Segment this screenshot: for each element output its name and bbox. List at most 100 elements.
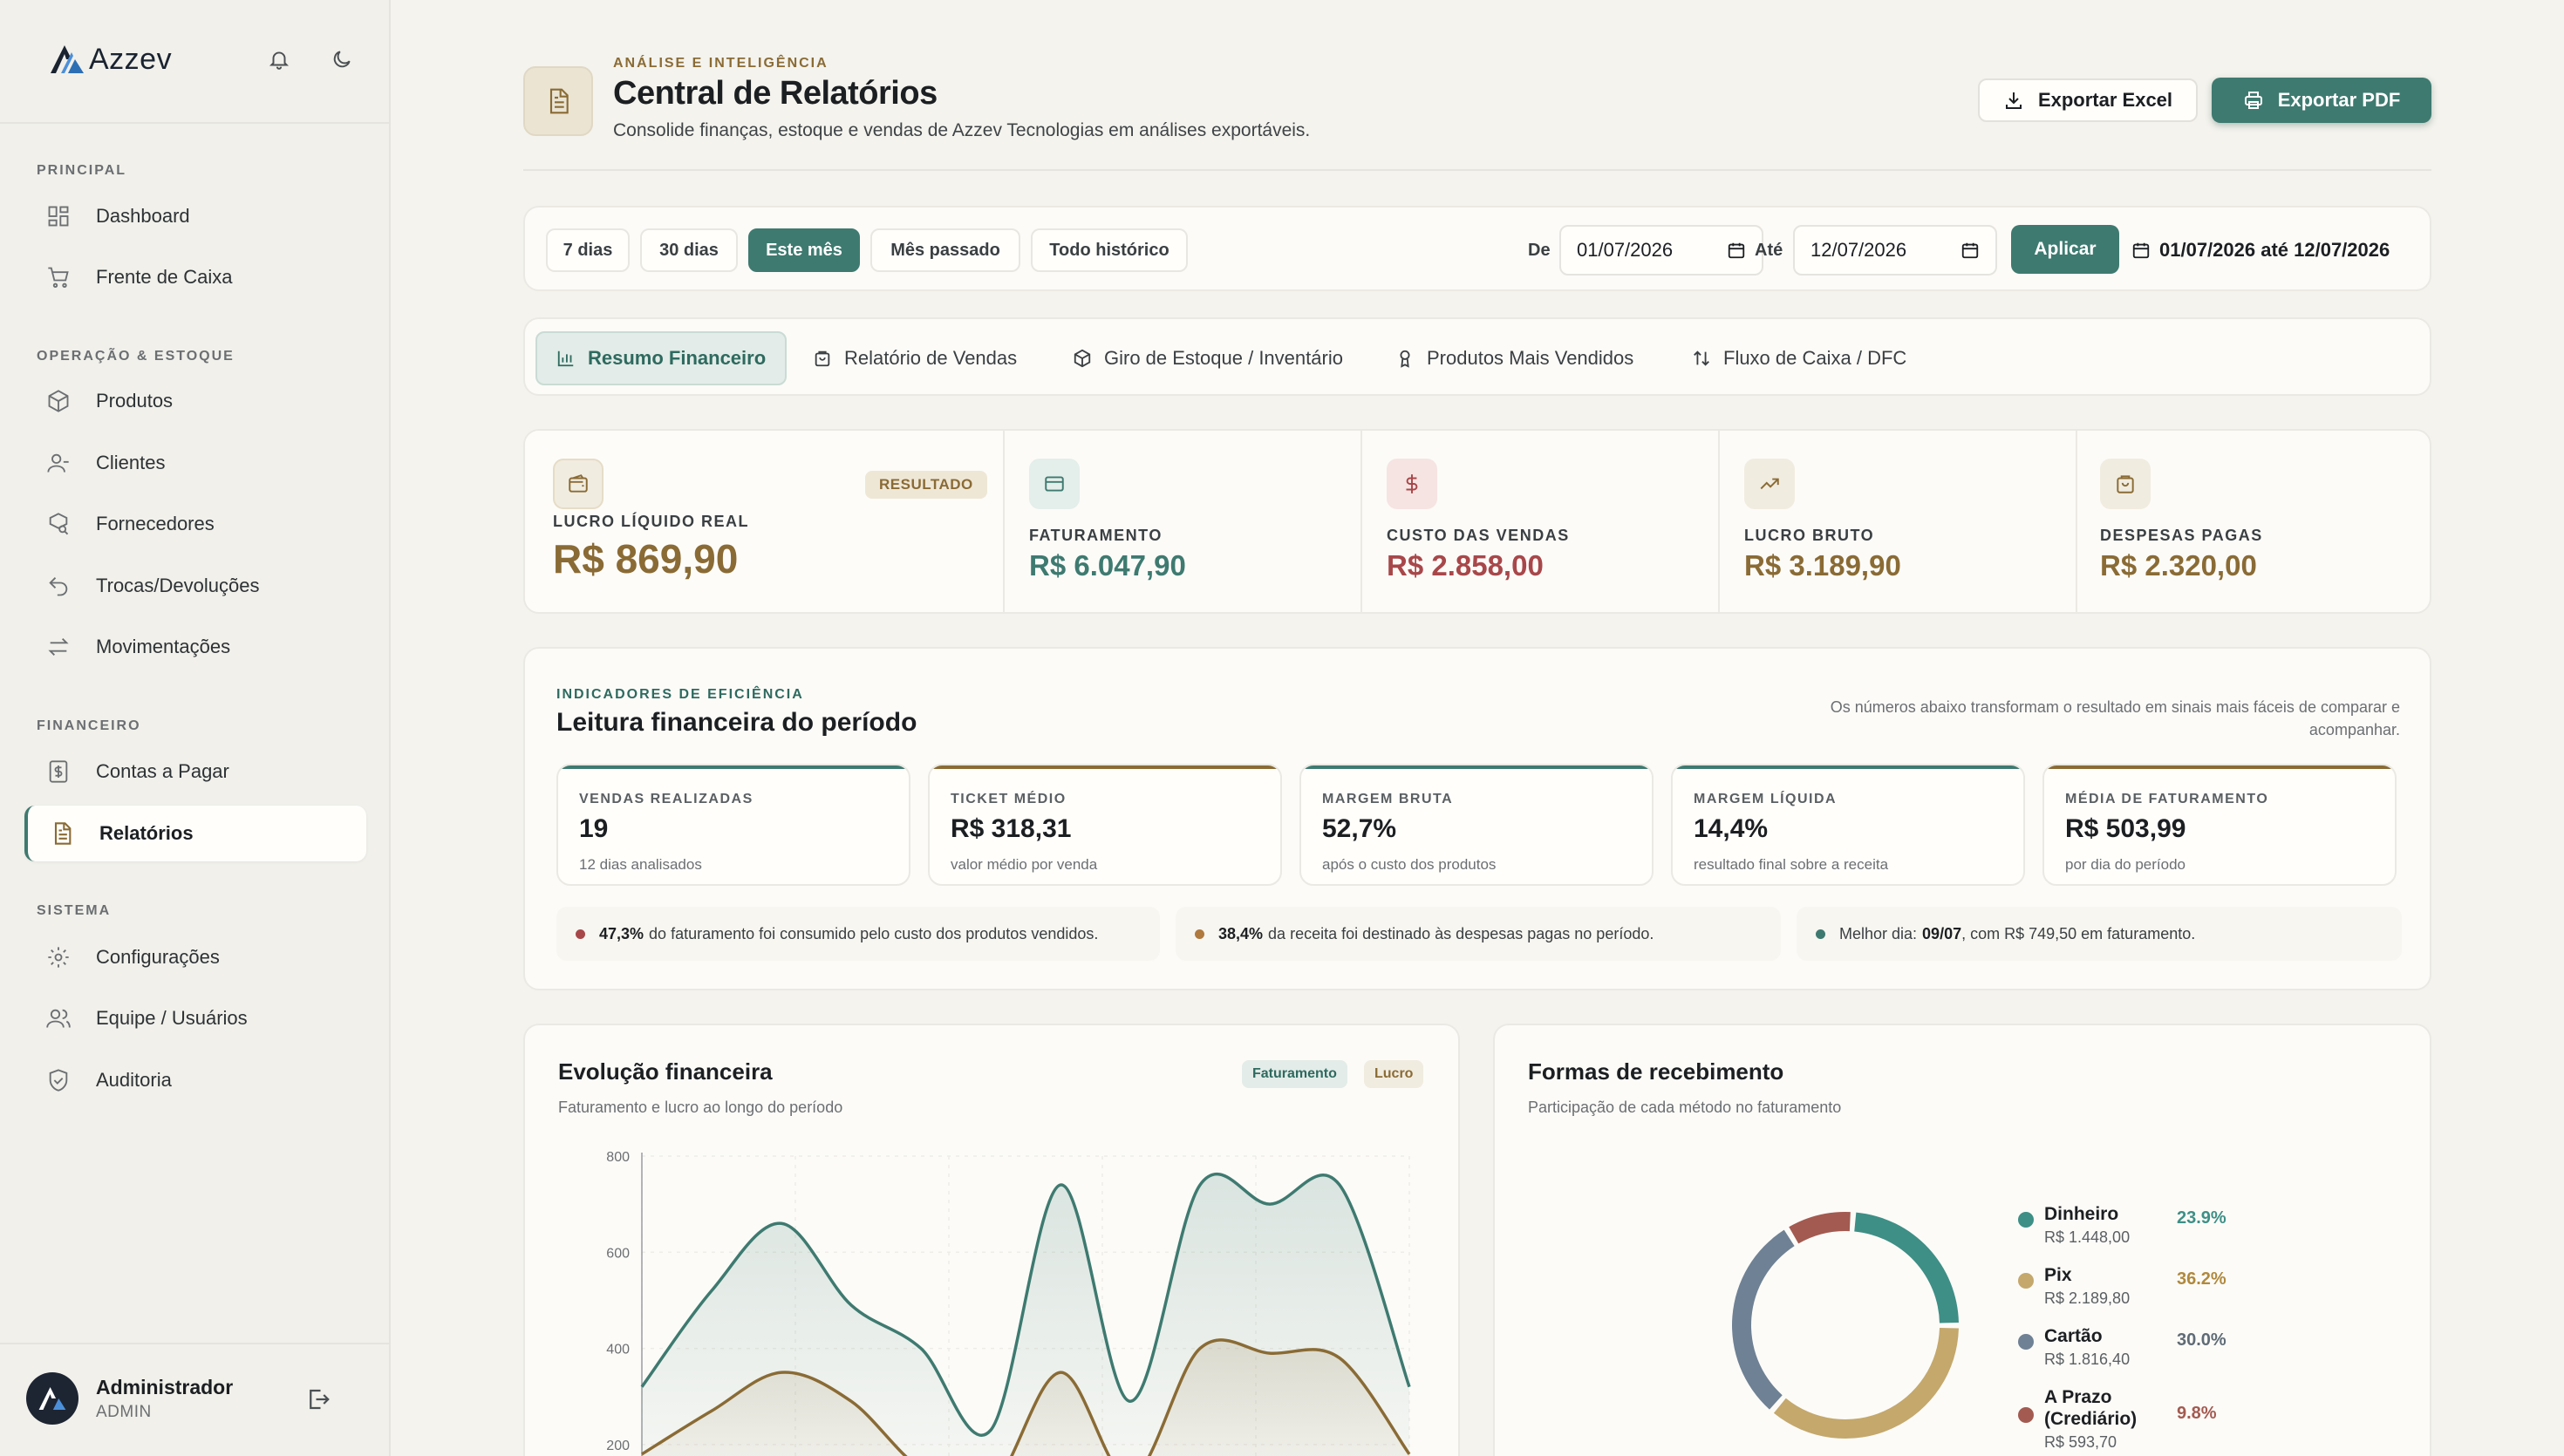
kpi-despesas-pagas: DESPESAS PAGAS R$ 2.320,00 [2079, 431, 2430, 612]
to-label: Até [1755, 241, 1783, 260]
tab-produtos-mais-vendidos[interactable]: Produtos Mais Vendidos [1376, 331, 1653, 385]
kpi-value: R$ 2.320,00 [2100, 549, 2257, 582]
sidebar-item-contas-a-pagar[interactable]: Contas a Pagar [24, 744, 366, 799]
bar-chart-icon [556, 349, 576, 368]
sidebar-item-auditoria[interactable]: Auditoria [24, 1052, 366, 1108]
sidebar-item-clientes[interactable]: Clientes [24, 435, 366, 491]
receipt-icon [45, 759, 72, 785]
sidebar-item-label: Produtos [96, 390, 174, 412]
export-excel-label: Exportar Excel [2037, 89, 2173, 111]
sidebar-item-label: Relatórios [99, 822, 194, 844]
report-icon [49, 820, 75, 847]
donut-slice-0 [1854, 1212, 1959, 1323]
metric-value: R$ 503,99 [2065, 814, 2186, 843]
data-point-faturamento [988, 1427, 993, 1432]
sidebar-item-label: Equipe / Usuários [96, 1007, 248, 1029]
sidebar-item-equipe[interactable]: Equipe / Usuários [24, 990, 366, 1046]
nav-section-principal: PRINCIPAL [37, 163, 127, 178]
chart-subtitle: Faturamento e lucro ao longo do período [558, 1099, 843, 1116]
data-point-lucro [1058, 1370, 1063, 1375]
tab-giro-estoque[interactable]: Giro de Estoque / Inventário [1054, 331, 1362, 385]
grid-icon [45, 203, 72, 229]
sidebar-item-movimentacoes[interactable]: Movimentações [24, 619, 366, 675]
sidebar-item-label: Auditoria [96, 1069, 172, 1091]
page-eyebrow: ANÁLISE E INTELIGÊNCIA [613, 56, 829, 71]
date-to-input[interactable]: 12/07/2026 [1793, 225, 1997, 276]
sidebar-item-trocas[interactable]: Trocas/Devoluções [24, 558, 366, 614]
preset-este-mes[interactable]: Este mês [748, 228, 860, 272]
page-title: Central de Relatórios [613, 75, 938, 112]
user-icon [45, 450, 72, 476]
data-point-faturamento [1337, 1182, 1342, 1187]
sidebar-item-configuracoes[interactable]: Configurações [24, 929, 366, 985]
kpi-value: R$ 2.858,00 [1387, 549, 1544, 582]
export-excel-button[interactable]: Exportar Excel [1978, 78, 2198, 122]
bell-icon[interactable] [262, 42, 297, 77]
preset-30-dias[interactable]: 30 dias [640, 228, 738, 272]
azzev-logo-icon [51, 45, 84, 73]
sidebar-item-fornecedores[interactable]: Fornecedores [24, 496, 366, 552]
date-from-value: 01/07/2026 [1577, 239, 1674, 261]
export-pdf-button[interactable]: Exportar PDF [2212, 78, 2431, 123]
kpi-lucro-liquido: RESULTADO LUCRO LÍQUIDO REAL R$ 869,90 [525, 431, 1005, 612]
preset-mes-passado[interactable]: Mês passado [870, 228, 1020, 272]
payment-percent: 9.8% [2177, 1404, 2217, 1423]
brand-logo[interactable]: Azzev [49, 40, 172, 78]
credit-card-icon [1029, 459, 1080, 509]
payment-percent: 30.0% [2177, 1330, 2226, 1350]
legend-faturamento[interactable]: Faturamento [1242, 1060, 1347, 1088]
data-point-lucro [1197, 1346, 1203, 1351]
data-point-faturamento [849, 1303, 854, 1308]
metric-label: TICKET MÉDIO [951, 792, 1067, 806]
logout-icon[interactable] [305, 1386, 331, 1417]
calendar-icon[interactable] [1727, 241, 1746, 265]
metric-vendas-realizadas: VENDAS REALIZADAS 19 12 dias analisados [556, 764, 910, 886]
y-tick-label: 400 [606, 1343, 630, 1357]
sidebar-item-frente-de-caixa[interactable]: Frente de Caixa [24, 249, 366, 305]
donut-slice-3 [1789, 1212, 1851, 1244]
tab-fluxo-caixa[interactable]: Fluxo de Caixa / DFC [1673, 331, 1926, 385]
metric-value: 19 [579, 814, 609, 843]
preset-7-dias[interactable]: 7 dias [546, 228, 630, 272]
payment-name: Dinheiro [2044, 1204, 2119, 1224]
sidebar-item-relatorios[interactable]: Relatórios [24, 806, 366, 861]
user-name: Administrador [96, 1375, 234, 1398]
payments-donut-chart [1732, 1212, 1959, 1439]
date-from-input[interactable]: 01/07/2026 [1559, 225, 1763, 276]
kpi-value: R$ 6.047,90 [1029, 549, 1186, 582]
kpi-label: CUSTO DAS VENDAS [1387, 527, 1570, 544]
calendar-icon [2131, 241, 2151, 260]
moon-icon[interactable] [324, 42, 359, 77]
kpi-faturamento: FATURAMENTO R$ 6.047,90 [1006, 431, 1362, 612]
kpi-label: LUCRO LÍQUIDO REAL [553, 513, 749, 530]
tab-resumo-financeiro[interactable]: Resumo Financeiro [535, 331, 788, 385]
data-point-faturamento [709, 1288, 714, 1293]
preset-todo-historico[interactable]: Todo histórico [1031, 228, 1188, 272]
nav-section-financeiro: FINANCEIRO [37, 718, 141, 733]
apply-button[interactable]: Aplicar [2011, 225, 2119, 274]
calendar-icon[interactable] [1961, 241, 1980, 265]
status-badge: RESULTADO [865, 471, 987, 499]
kpi-value: R$ 869,90 [553, 536, 739, 582]
legend-lucro[interactable]: Lucro [1364, 1060, 1424, 1088]
tab-relatorio-vendas[interactable]: Relatório de Vendas [794, 331, 1036, 385]
user-role: ADMIN [96, 1402, 152, 1421]
section-note: Os números abaixo transformam o resultad… [1830, 698, 2400, 738]
metric-caption: 12 dias analisados [579, 856, 702, 873]
metric-caption: resultado final sobre a receita [1694, 856, 1889, 873]
sidebar-item-label: Dashboard [96, 205, 190, 227]
metric-media-faturamento: MÉDIA DE FATURAMENTO R$ 503,99 por dia d… [2042, 764, 2397, 886]
efficiency-indicators: INDICADORES DE EFICIÊNCIA Leitura financ… [523, 647, 2431, 990]
data-point-lucro [779, 1370, 784, 1375]
users-icon [45, 1005, 72, 1031]
sidebar-item-dashboard[interactable]: Dashboard [24, 188, 366, 244]
evolution-chart-card: Evolução financeira Faturamento e lucro … [523, 1024, 1460, 1456]
date-to-value: 12/07/2026 [1810, 239, 1907, 261]
payment-name: Pix [2044, 1265, 2072, 1285]
evolution-chart: 800 600 400 200 [606, 1150, 1411, 1456]
user-profile[interactable]: Administrador ADMIN [26, 1372, 233, 1425]
kpi-label: FATURAMENTO [1029, 527, 1163, 544]
brand-name: Azzev [89, 42, 173, 76]
sidebar-item-produtos[interactable]: Produtos [24, 373, 366, 429]
printer-icon [2243, 90, 2264, 111]
